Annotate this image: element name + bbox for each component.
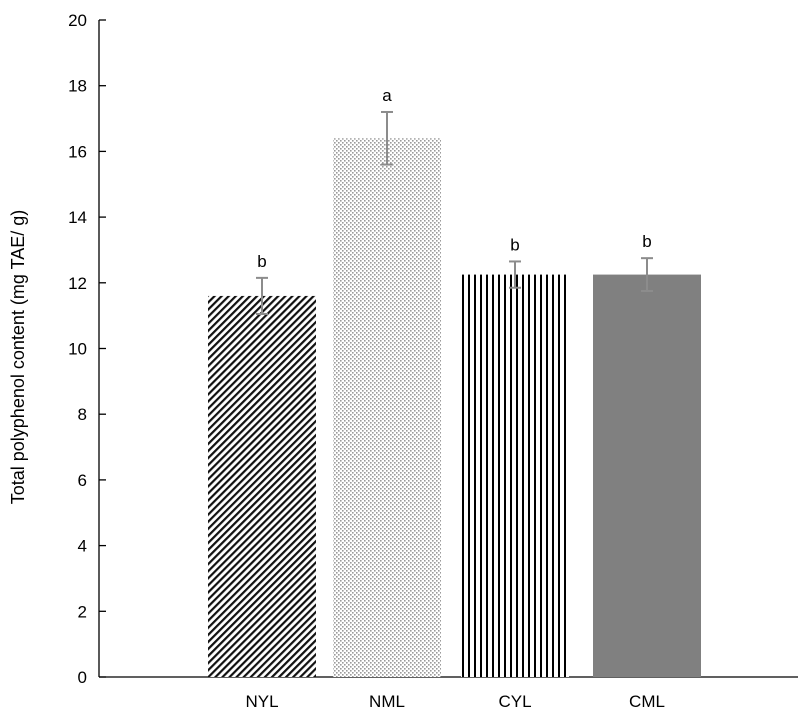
labels: 0 2 4 6 8 10 12 14 16 18 20 b NYL a NML b CYL b CML [68, 11, 665, 711]
y-tick-label: 6 [78, 471, 87, 490]
bar-nyl [208, 295, 316, 677]
x-tick-label-cml: CML [629, 692, 665, 711]
y-tick-label: 20 [68, 11, 87, 30]
significance-letter-nml: a [382, 86, 392, 105]
significance-letter-cyl: b [510, 235, 519, 254]
y-tick-label: 14 [68, 208, 87, 227]
y-tick-label: 4 [78, 537, 87, 556]
bars [208, 138, 701, 677]
bar-cyl [461, 274, 569, 677]
significance-letter-cml: b [642, 232, 651, 251]
bar-nml [333, 138, 441, 677]
y-tick-label: 18 [68, 77, 87, 96]
x-tick-label-cyl: CYL [498, 692, 531, 711]
error-bars [256, 110, 653, 316]
y-tick-label: 2 [78, 602, 87, 621]
y-tick-label: 16 [68, 142, 87, 161]
y-tick-label: 8 [78, 405, 87, 424]
x-tick-label-nyl: NYL [245, 692, 278, 711]
y-tick-label: 10 [68, 340, 87, 359]
y-axis-title: Total polyphenol content (mg TAE/ g) [8, 210, 28, 505]
significance-letter-nyl: b [257, 252, 266, 271]
y-tick-label: 12 [68, 274, 87, 293]
y-tick-label: 0 [78, 668, 87, 687]
x-tick-label-nml: NML [369, 692, 405, 711]
bar-cml [593, 274, 701, 677]
